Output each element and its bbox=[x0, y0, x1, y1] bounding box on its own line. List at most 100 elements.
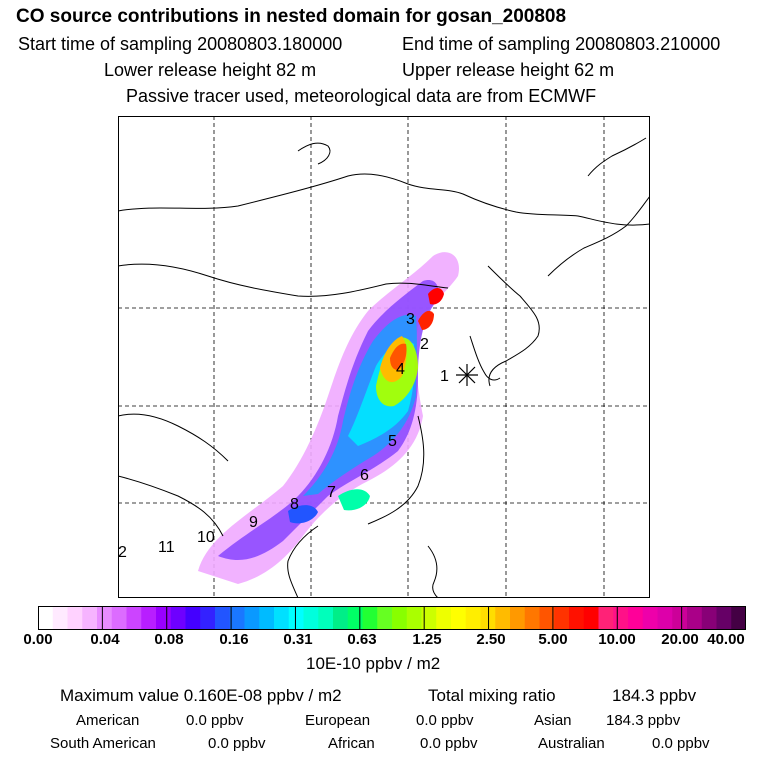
colorbar-cell bbox=[215, 606, 231, 630]
upper-release-height-label: Upper release height 62 m bbox=[402, 60, 615, 80]
colorbar-cell bbox=[141, 606, 157, 630]
colorbar-cell bbox=[362, 606, 378, 630]
colorbar-cell bbox=[333, 606, 349, 630]
colorbar-cell bbox=[97, 606, 113, 630]
colorbar-cell bbox=[52, 606, 68, 630]
colorbar-cell bbox=[642, 606, 658, 630]
colorbar-cell bbox=[436, 606, 452, 630]
colorbar-tick-label: 0.16 bbox=[219, 631, 249, 648]
region-label: 2 bbox=[118, 544, 127, 561]
colorbar-cell bbox=[288, 606, 304, 630]
colorbar-tick-label: 10.00 bbox=[598, 631, 636, 648]
region-label: 9 bbox=[249, 514, 258, 531]
colorbar-cell bbox=[421, 606, 437, 630]
colorbar-tick-label: 1.25 bbox=[412, 631, 442, 648]
colorbar-cell bbox=[657, 606, 673, 630]
colorbar-units: 10E-10 ppbv / m2 bbox=[306, 654, 441, 673]
colorbar-cell bbox=[303, 606, 319, 630]
tracer-note: Passive tracer used, meteorological data… bbox=[126, 86, 597, 106]
south-american-value: 0.0 ppbv bbox=[208, 735, 266, 752]
colorbar-cell bbox=[524, 606, 540, 630]
region-label: 7 bbox=[327, 484, 336, 501]
tracer-plume bbox=[198, 252, 459, 584]
american-value: 0.0 ppbv bbox=[186, 712, 244, 729]
region-label: 8 bbox=[290, 496, 299, 513]
colorbar-cell bbox=[495, 606, 511, 630]
colorbar-tick-label: 0.00 bbox=[23, 631, 53, 648]
australian-value: 0.0 ppbv bbox=[652, 735, 710, 752]
colorbar-tick-label: 40.00 bbox=[707, 631, 745, 648]
colorbar-cell bbox=[510, 606, 526, 630]
colorbar-cell bbox=[716, 606, 732, 630]
region-label: 2 bbox=[420, 336, 429, 353]
start-time-label: Start time of sampling 20080803.180000 bbox=[18, 34, 343, 54]
colorbar-cell bbox=[274, 606, 290, 630]
african-label: African bbox=[328, 735, 375, 752]
plot-title: CO source contributions in nested domain… bbox=[16, 6, 567, 27]
colorbar-cell bbox=[613, 606, 629, 630]
colorbar-cell bbox=[731, 606, 746, 630]
colorbar-cell bbox=[126, 606, 142, 630]
colorbar-cell bbox=[465, 606, 481, 630]
colorbar-tick-label: 0.08 bbox=[154, 631, 184, 648]
colorbar-cell bbox=[111, 606, 127, 630]
colorbar-tick-label: 20.00 bbox=[661, 631, 699, 648]
region-label: 11 bbox=[158, 539, 175, 556]
colorbar-cell bbox=[318, 606, 334, 630]
colorbar-frame bbox=[38, 606, 746, 630]
american-label: American bbox=[76, 712, 140, 729]
colorbar-cell bbox=[185, 606, 201, 630]
total-mixing-ratio-label: Total mixing ratio bbox=[428, 686, 556, 705]
african-value: 0.0 ppbv bbox=[420, 735, 478, 752]
region-label: 3 bbox=[406, 311, 415, 328]
total-mixing-ratio-value: 184.3 ppbv bbox=[612, 686, 697, 705]
region-label: 10 bbox=[197, 529, 215, 546]
colorbar bbox=[38, 606, 746, 630]
colorbar-cell bbox=[672, 606, 688, 630]
colorbar-cell bbox=[392, 606, 408, 630]
colorbar-cell bbox=[598, 606, 614, 630]
asian-value: 184.3 ppbv bbox=[606, 712, 681, 729]
australian-label: Australian bbox=[538, 735, 605, 752]
receptor-star-icon bbox=[456, 364, 478, 386]
colorbar-cell bbox=[554, 606, 570, 630]
colorbar-cell bbox=[569, 606, 585, 630]
colorbar-cell bbox=[244, 606, 260, 630]
colorbar-cell bbox=[170, 606, 186, 630]
colorbar-tick-label: 5.00 bbox=[538, 631, 568, 648]
european-value: 0.0 ppbv bbox=[416, 712, 474, 729]
colorbar-cell bbox=[628, 606, 644, 630]
colorbar-cell bbox=[451, 606, 467, 630]
colorbar-cell bbox=[200, 606, 216, 630]
region-label: 5 bbox=[388, 433, 397, 450]
colorbar-cell bbox=[38, 606, 54, 630]
asian-label: Asian bbox=[534, 712, 572, 729]
region-label: 4 bbox=[396, 361, 405, 378]
end-time-label: End time of sampling 20080803.210000 bbox=[402, 34, 721, 54]
colorbar-cell bbox=[347, 606, 363, 630]
colorbar-cell bbox=[229, 606, 245, 630]
colorbar-cell bbox=[377, 606, 393, 630]
region-labels: 1 2 3 4 5 6 7 8 9 10 11 2 bbox=[118, 311, 449, 561]
coastlines bbox=[118, 137, 650, 598]
max-value-label: Maximum value 0.160E-08 ppbv / m2 bbox=[60, 686, 342, 705]
colorbar-cell bbox=[82, 606, 98, 630]
colorbar-cell bbox=[583, 606, 599, 630]
lower-release-height-label: Lower release height 82 m bbox=[104, 60, 317, 80]
european-label: European bbox=[305, 712, 371, 729]
colorbar-cell bbox=[156, 606, 172, 630]
colorbar-ticks: 0.00 0.04 0.08 0.16 0.31 0.63 1.25 2.50 … bbox=[0, 631, 768, 651]
colorbar-cell bbox=[539, 606, 555, 630]
colorbar-tick-label: 0.31 bbox=[283, 631, 313, 648]
colorbar-tick-label: 0.04 bbox=[90, 631, 120, 648]
colorbar-cell bbox=[406, 606, 422, 630]
colorbar-cell bbox=[701, 606, 717, 630]
region-label: 1 bbox=[440, 368, 449, 385]
colorbar-cell bbox=[687, 606, 703, 630]
colorbar-cell bbox=[67, 606, 83, 630]
region-label: 6 bbox=[360, 467, 369, 484]
colorbar-tick-label: 0.63 bbox=[347, 631, 377, 648]
south-american-label: South American bbox=[50, 735, 156, 752]
colorbar-tick-label: 2.50 bbox=[476, 631, 506, 648]
colorbar-cell bbox=[259, 606, 275, 630]
